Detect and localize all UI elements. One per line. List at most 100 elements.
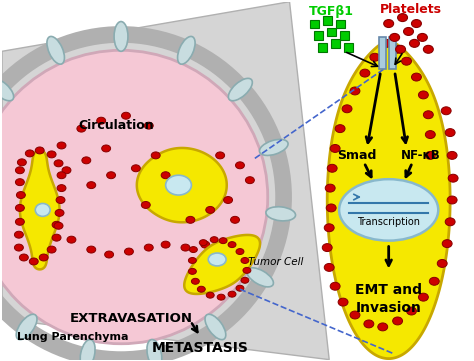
Ellipse shape: [190, 247, 197, 253]
Ellipse shape: [247, 268, 273, 287]
Ellipse shape: [425, 151, 435, 159]
Ellipse shape: [67, 236, 76, 243]
Ellipse shape: [418, 34, 428, 42]
Ellipse shape: [330, 144, 340, 152]
Ellipse shape: [243, 268, 251, 273]
Ellipse shape: [147, 339, 162, 361]
Ellipse shape: [16, 167, 24, 174]
Text: Tumor Cell: Tumor Cell: [248, 257, 303, 268]
FancyBboxPatch shape: [340, 31, 349, 40]
Ellipse shape: [55, 209, 64, 216]
Text: Transcription: Transcription: [357, 217, 420, 227]
Text: Lung Parenchyma: Lung Parenchyma: [17, 332, 128, 342]
Ellipse shape: [342, 105, 352, 113]
Ellipse shape: [241, 277, 249, 283]
Ellipse shape: [224, 196, 233, 204]
Ellipse shape: [324, 264, 334, 271]
Ellipse shape: [392, 317, 402, 325]
Ellipse shape: [47, 36, 64, 64]
Polygon shape: [137, 148, 227, 222]
Ellipse shape: [360, 69, 370, 77]
Ellipse shape: [25, 150, 34, 157]
Ellipse shape: [121, 112, 130, 119]
Ellipse shape: [52, 221, 61, 228]
Ellipse shape: [97, 117, 106, 124]
Text: Circulation: Circulation: [78, 119, 154, 132]
Ellipse shape: [322, 244, 332, 252]
Ellipse shape: [186, 216, 195, 223]
Ellipse shape: [448, 174, 458, 182]
Ellipse shape: [144, 122, 153, 129]
Ellipse shape: [131, 165, 140, 172]
Ellipse shape: [423, 111, 433, 119]
Ellipse shape: [216, 152, 225, 159]
Ellipse shape: [200, 240, 207, 245]
Ellipse shape: [87, 246, 96, 253]
Ellipse shape: [382, 39, 392, 47]
Polygon shape: [2, 2, 329, 360]
Text: EXTRAVASATION: EXTRAVASATION: [69, 313, 192, 326]
Ellipse shape: [191, 278, 200, 284]
FancyBboxPatch shape: [336, 19, 345, 29]
Ellipse shape: [228, 291, 236, 297]
Ellipse shape: [206, 206, 215, 213]
Ellipse shape: [398, 14, 408, 22]
Ellipse shape: [217, 294, 225, 300]
Ellipse shape: [16, 314, 37, 340]
Ellipse shape: [47, 151, 56, 158]
Ellipse shape: [425, 131, 435, 139]
Ellipse shape: [219, 238, 227, 244]
FancyBboxPatch shape: [331, 39, 340, 48]
Ellipse shape: [87, 182, 96, 188]
Ellipse shape: [327, 164, 337, 172]
Ellipse shape: [370, 53, 380, 61]
Ellipse shape: [57, 142, 66, 149]
Ellipse shape: [17, 192, 25, 199]
Ellipse shape: [161, 172, 170, 179]
Ellipse shape: [16, 179, 24, 186]
Ellipse shape: [350, 87, 360, 95]
Ellipse shape: [18, 159, 27, 166]
Ellipse shape: [14, 231, 23, 238]
Ellipse shape: [16, 204, 24, 212]
Ellipse shape: [114, 22, 128, 51]
Ellipse shape: [16, 218, 24, 225]
FancyBboxPatch shape: [310, 19, 319, 29]
Polygon shape: [20, 151, 60, 269]
Polygon shape: [184, 235, 260, 294]
Ellipse shape: [403, 27, 413, 35]
Ellipse shape: [208, 253, 226, 266]
Ellipse shape: [236, 285, 244, 291]
Ellipse shape: [442, 240, 452, 248]
Ellipse shape: [189, 269, 196, 274]
Bar: [389, 38, 396, 69]
Ellipse shape: [392, 45, 401, 53]
Text: NF-κB: NF-κB: [401, 149, 440, 162]
Ellipse shape: [378, 323, 388, 331]
Ellipse shape: [236, 249, 244, 255]
Ellipse shape: [419, 293, 428, 301]
Ellipse shape: [80, 339, 95, 361]
Ellipse shape: [141, 201, 150, 208]
Ellipse shape: [201, 241, 210, 248]
Ellipse shape: [57, 172, 66, 179]
Ellipse shape: [35, 147, 44, 154]
Ellipse shape: [429, 277, 439, 285]
Ellipse shape: [125, 248, 133, 255]
Ellipse shape: [266, 207, 295, 221]
Ellipse shape: [19, 254, 28, 261]
Ellipse shape: [236, 162, 245, 169]
Ellipse shape: [437, 260, 447, 268]
Ellipse shape: [390, 34, 400, 42]
Ellipse shape: [14, 244, 23, 251]
Ellipse shape: [57, 184, 66, 192]
Ellipse shape: [396, 45, 406, 53]
Ellipse shape: [165, 175, 191, 195]
Ellipse shape: [324, 224, 334, 232]
Ellipse shape: [411, 19, 421, 27]
Ellipse shape: [107, 172, 116, 179]
Ellipse shape: [178, 36, 195, 64]
Ellipse shape: [47, 246, 56, 253]
Text: Platelets: Platelets: [380, 3, 441, 16]
Ellipse shape: [181, 244, 190, 251]
